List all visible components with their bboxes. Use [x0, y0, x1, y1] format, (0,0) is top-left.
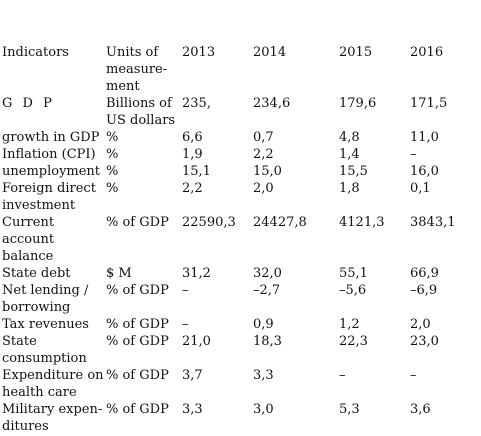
row-value-2014: 18,3: [253, 334, 282, 349]
row-value-2015: 1,2: [339, 317, 360, 332]
row-indicator: Tax revenues: [2, 317, 89, 332]
row-unit: $ M: [106, 266, 132, 281]
row-unit: % of GDP: [106, 402, 169, 417]
row-value-2014: 2,0: [253, 181, 274, 196]
row-value-2013: 235,: [182, 96, 211, 111]
row-value-2015: 55,1: [339, 266, 368, 281]
row-value-2013: 2,2: [182, 181, 203, 196]
table-row-gdp: G D P Billions of US dollars 235, 234,6 …: [2, 95, 478, 129]
row-value-2016: 11,0: [410, 130, 439, 145]
table-row-unemployment: unemployment % 15,1 15,0 15,5 16,0: [2, 163, 478, 180]
row-value-2013: –: [182, 317, 189, 332]
header-year-2015: 2015: [339, 45, 373, 60]
row-value-2015: 4,8: [339, 130, 360, 145]
row-indicator: Inflation (CPI): [2, 147, 96, 162]
row-unit: %: [106, 147, 119, 162]
row-value-2013: –: [182, 283, 189, 298]
row-value-2015: –5,6: [339, 283, 367, 298]
row-unit: % of GDP: [106, 317, 169, 332]
header-units: Units of measure-ment: [106, 45, 168, 94]
table-row-state-consumption: State consumption % of GDP 21,0 18,3 22,…: [2, 333, 478, 367]
row-value-2014: 2,2: [253, 147, 274, 162]
row-value-2016: 3843,1: [410, 215, 456, 230]
row-value-2014: 3,3: [253, 368, 274, 383]
row-indicator: State debt: [2, 266, 71, 281]
row-indicator: unemployment: [2, 164, 101, 179]
row-value-2016: –: [410, 368, 417, 383]
row-unit: %: [106, 164, 119, 179]
table-row-tax-revenues: Tax revenues % of GDP – 0,9 1,2 2,0: [2, 316, 478, 333]
header-row: Indicators Units of measure-ment 2013 20…: [2, 44, 478, 95]
row-unit: %: [106, 181, 119, 196]
row-value-2013: 15,1: [182, 164, 211, 179]
row-value-2015: 22,3: [339, 334, 368, 349]
row-value-2015: 179,6: [339, 96, 377, 111]
header-year-2016: 2016: [410, 45, 444, 60]
table-row-net-lending: Net lending / borrowing % of GDP – –2,7 …: [2, 282, 478, 316]
row-unit: % of GDP: [106, 368, 169, 383]
row-value-2013: 3,7: [182, 368, 203, 383]
row-value-2016: 66,9: [410, 266, 439, 281]
table-row-military: Military expen- ditures % of GDP 3,3 3,0…: [2, 401, 478, 435]
table-row-health-care: Expenditure on health care % of GDP 3,7 …: [2, 367, 478, 401]
row-value-2013: 21,0: [182, 334, 211, 349]
table-row-current-account: Current account balance % of GDP 22590,3…: [2, 214, 478, 265]
table-row-inflation: Inflation (CPI) % 1,9 2,2 1,4 –: [2, 146, 478, 163]
row-value-2013: 3,3: [182, 402, 203, 417]
row-indicator: Net lending / borrowing: [2, 283, 89, 315]
row-unit: % of GDP: [106, 334, 169, 349]
row-value-2014: 0,9: [253, 317, 274, 332]
row-value-2016: 23,0: [410, 334, 439, 349]
header-indicators: Indicators: [2, 45, 69, 60]
row-indicator: growth in GDP: [2, 130, 100, 145]
row-value-2013: 1,9: [182, 147, 203, 162]
row-indicator: State consumption: [2, 334, 87, 366]
row-value-2015: 1,8: [339, 181, 360, 196]
header-year-2013: 2013: [182, 45, 216, 60]
row-value-2016: –: [410, 147, 417, 162]
row-indicator: Foreign direct investment: [2, 181, 96, 213]
row-value-2015: –: [339, 368, 346, 383]
row-value-2015: 5,3: [339, 402, 360, 417]
row-value-2013: 6,6: [182, 130, 203, 145]
row-value-2016: 171,5: [410, 96, 448, 111]
row-unit: % of GDP: [106, 215, 169, 230]
row-value-2014: 3,0: [253, 402, 274, 417]
row-value-2014: 15,0: [253, 164, 282, 179]
row-value-2014: 32,0: [253, 266, 282, 281]
row-value-2015: 4121,3: [339, 215, 385, 230]
row-indicator: G D P: [2, 96, 55, 111]
row-unit: %: [106, 130, 119, 145]
row-indicator: Expenditure on health care: [2, 368, 104, 400]
row-value-2016: 16,0: [410, 164, 439, 179]
row-value-2014: 234,6: [253, 96, 291, 111]
row-indicator: Military expen- ditures: [2, 402, 103, 434]
row-value-2015: 1,4: [339, 147, 360, 162]
row-value-2016: –6,9: [410, 283, 438, 298]
table-row-fdi: Foreign direct investment % 2,2 2,0 1,8 …: [2, 180, 478, 214]
row-value-2013: 31,2: [182, 266, 211, 281]
row-value-2014: –2,7: [253, 283, 281, 298]
row-unit: Billions of US dollars: [106, 96, 176, 128]
row-value-2016: 3,6: [410, 402, 431, 417]
table-row-state-debt: State debt $ M 31,2 32,0 55,1 66,9: [2, 265, 478, 282]
header-year-2014: 2014: [253, 45, 287, 60]
indicators-table: Indicators Units of measure-ment 2013 20…: [2, 44, 478, 435]
row-value-2015: 15,5: [339, 164, 368, 179]
row-value-2016: 2,0: [410, 317, 431, 332]
row-unit: % of GDP: [106, 283, 169, 298]
row-value-2014: 0,7: [253, 130, 274, 145]
row-value-2016: 0,1: [410, 181, 431, 196]
table-row-growth: growth in GDP % 6,6 0,7 4,8 11,0: [2, 129, 478, 146]
row-value-2013: 22590,3: [182, 215, 236, 230]
row-value-2014: 24427,8: [253, 215, 307, 230]
row-indicator: Current account balance: [2, 215, 55, 264]
